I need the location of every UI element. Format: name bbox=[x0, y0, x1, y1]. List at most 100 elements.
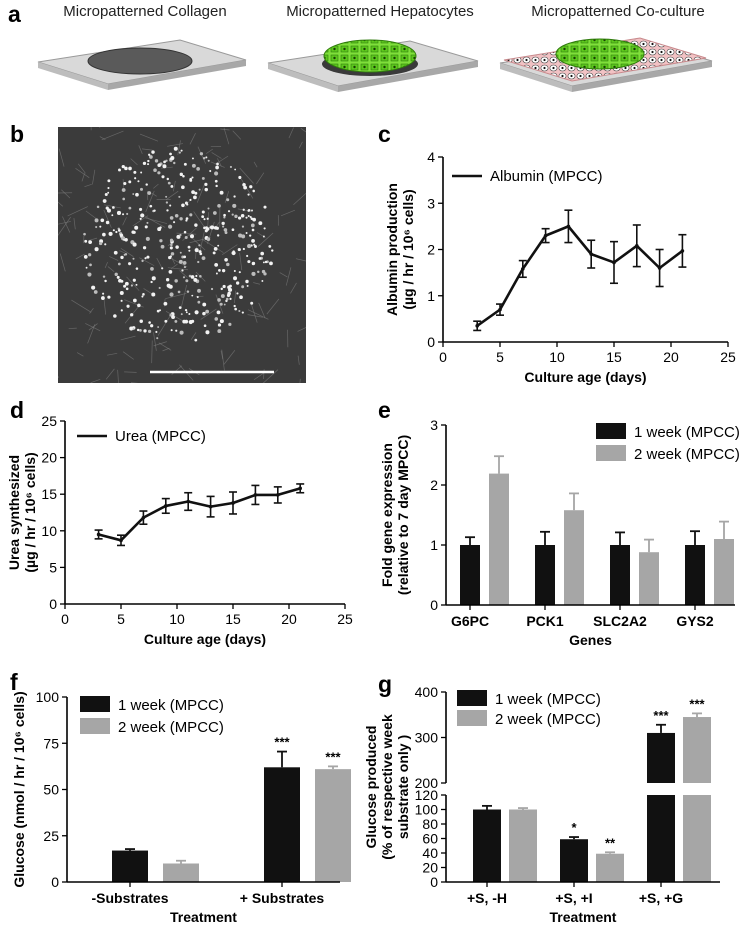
hepatocyte-dot bbox=[190, 275, 195, 279]
fibroblast-streak bbox=[58, 148, 65, 167]
hepatocyte-dot bbox=[263, 205, 267, 209]
hepatocyte-dot bbox=[167, 284, 172, 289]
hepatocyte-dot bbox=[223, 303, 226, 306]
fibroblast-streak bbox=[122, 351, 134, 360]
hepatocyte-dot bbox=[88, 253, 92, 257]
hepatocyte-dot bbox=[120, 299, 123, 302]
hepatocyte-dot bbox=[197, 288, 201, 293]
hepatocyte-dot bbox=[222, 284, 226, 289]
fibroblast-streak bbox=[62, 216, 71, 233]
hepatocyte-dot bbox=[154, 159, 159, 163]
fibroblast-streak bbox=[262, 369, 279, 383]
fibroblast-streak bbox=[85, 323, 101, 332]
fibroblast-streak bbox=[58, 376, 60, 378]
hepatocyte-dot bbox=[218, 269, 221, 272]
y-tick-label: 50 bbox=[43, 782, 59, 798]
hepatocyte-dot bbox=[191, 319, 195, 323]
hepatocyte-dot bbox=[145, 183, 148, 186]
hepatocyte-dot bbox=[189, 178, 193, 182]
hepatocyte-dot bbox=[115, 230, 118, 234]
hepatocyte-dot bbox=[241, 225, 245, 228]
x-tick-label: 20 bbox=[663, 349, 679, 365]
hepatocyte-dot bbox=[130, 284, 134, 287]
hepatocyte-dot bbox=[198, 244, 201, 247]
x-tick-label: 5 bbox=[117, 611, 125, 627]
fibroblast-streak bbox=[132, 215, 149, 227]
hepatocyte-dot bbox=[114, 272, 118, 277]
hepatocyte-dot bbox=[206, 237, 211, 241]
hepatocyte-dot bbox=[205, 330, 210, 335]
hepatocyte-dot bbox=[156, 309, 160, 313]
hepatocyte-dot bbox=[214, 179, 218, 183]
fibroblast-streak bbox=[253, 161, 258, 168]
panel-f: f *** *** 0 25 50 75 100 -Substrates + Substrates… bbox=[10, 669, 351, 925]
hepatocyte-dot bbox=[207, 207, 210, 210]
x-axis-label: Genes bbox=[569, 632, 612, 648]
fibroblast-streak bbox=[161, 166, 173, 169]
y-tick-label: 0 bbox=[430, 874, 438, 890]
hepatocyte-dot bbox=[147, 159, 150, 163]
hepatocyte-dot bbox=[135, 267, 139, 270]
hepatocyte-dot bbox=[122, 197, 126, 201]
hepatocyte-dot bbox=[101, 296, 105, 300]
hepatocyte-dot bbox=[199, 274, 202, 278]
hepatocyte-dot bbox=[237, 247, 241, 252]
x-tick-label: 0 bbox=[439, 349, 447, 365]
hepatocyte-dot bbox=[121, 188, 126, 192]
hepatocyte-dot bbox=[233, 195, 236, 198]
hepatocyte-dot bbox=[250, 301, 254, 305]
hepatocyte-dot bbox=[241, 285, 245, 289]
x-axis-label: Treatment bbox=[170, 909, 237, 925]
hepatocyte-dot bbox=[169, 292, 174, 297]
significance-mark: *** bbox=[325, 749, 341, 764]
hepatocyte-dot bbox=[215, 184, 218, 188]
hepatocyte-dot bbox=[181, 269, 184, 272]
bar-lower-segment bbox=[683, 795, 711, 882]
hepatocyte-dot bbox=[179, 217, 183, 221]
x-tick-label: 10 bbox=[169, 611, 185, 627]
fibroblast-streak bbox=[200, 308, 217, 320]
panel-e: e 0 1 2 3 G6PC PCK1 SLC2A2 GYS2 Genes Fold gene ex… bbox=[378, 397, 740, 648]
panel-letter-e: e bbox=[378, 397, 391, 423]
fibroblast-streak bbox=[221, 244, 238, 255]
y-tick-label: 0 bbox=[51, 874, 59, 890]
hepatocyte-dot bbox=[209, 226, 212, 229]
coculture-hepatocyte-island bbox=[555, 38, 645, 70]
hepatocyte-dot bbox=[169, 204, 172, 207]
bar bbox=[163, 863, 199, 882]
hepatocyte-dot bbox=[194, 191, 198, 195]
legend-label: 1 week (MPCC) bbox=[495, 691, 601, 708]
bar bbox=[489, 473, 509, 605]
bar bbox=[610, 545, 630, 605]
fibroblast-streak bbox=[124, 371, 137, 373]
fibroblast-streak bbox=[220, 128, 230, 131]
fibroblast-streak bbox=[84, 183, 92, 187]
fibroblast-streak bbox=[73, 218, 76, 230]
hepatocyte-dot bbox=[250, 223, 255, 228]
fibroblast-streak bbox=[206, 148, 213, 154]
fibroblast-streak bbox=[157, 315, 171, 336]
hepatocyte-dot bbox=[188, 274, 192, 278]
hepatocyte-dot bbox=[132, 193, 135, 195]
hepatocyte-dot bbox=[214, 262, 219, 267]
hepatocyte-dot bbox=[119, 291, 124, 295]
bar bbox=[264, 767, 300, 882]
hepatocyte-dot bbox=[85, 266, 88, 269]
hepatocyte-dot bbox=[217, 244, 220, 247]
bar bbox=[714, 539, 734, 605]
x-axis-label: Treatment bbox=[550, 909, 617, 925]
hepatocyte-dot bbox=[118, 168, 121, 172]
fibroblast-streak bbox=[171, 257, 176, 265]
fibroblast-streak bbox=[90, 378, 101, 383]
hepatocyte-dot bbox=[204, 187, 208, 192]
data-point bbox=[276, 493, 280, 497]
hepatocyte-dot bbox=[148, 321, 151, 324]
hepatocyte-dot bbox=[257, 270, 260, 274]
fibroblast-streak bbox=[207, 212, 209, 230]
hepatocyte-dot bbox=[144, 225, 148, 229]
panel-letter-d: d bbox=[10, 397, 24, 423]
legend-swatch bbox=[457, 710, 487, 726]
fibroblast-streak bbox=[126, 276, 140, 291]
fibroblast-streak bbox=[104, 204, 121, 209]
data-point bbox=[498, 307, 502, 312]
